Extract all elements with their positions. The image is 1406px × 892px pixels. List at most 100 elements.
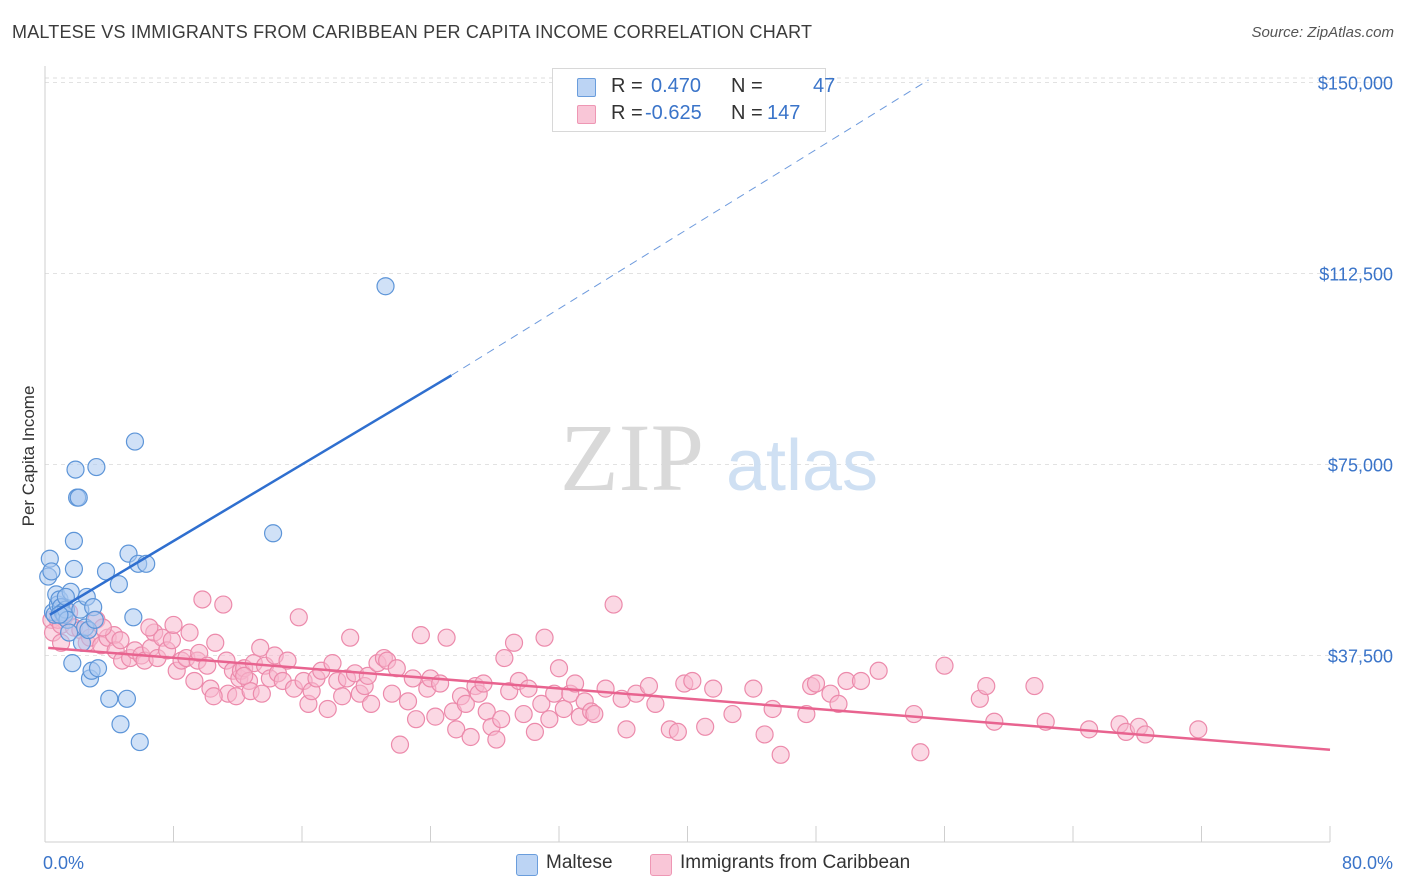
caribbean-point xyxy=(771,745,790,764)
maltese-point xyxy=(376,277,395,296)
legend-n-value: 47 xyxy=(813,75,836,97)
watermark: ZIP atlas xyxy=(560,404,878,511)
maltese-point xyxy=(125,432,145,451)
bottom-legend-label-maltese: Maltese xyxy=(546,852,613,873)
caribbean-point xyxy=(204,687,223,706)
caribbean-point xyxy=(437,628,456,647)
caribbean-point xyxy=(683,671,702,691)
caribbean-point xyxy=(426,707,445,726)
caribbean-series xyxy=(42,590,1208,764)
caribbean-point xyxy=(935,656,954,675)
y-tick-label: $150,000 xyxy=(1318,74,1393,94)
caribbean-point xyxy=(1025,676,1044,696)
caribbean-point xyxy=(639,676,659,696)
chart-title: MALTESE VS IMMIGRANTS FROM CARIBBEAN PER… xyxy=(12,22,813,42)
caribbean-point xyxy=(604,595,623,614)
caribbean-point xyxy=(596,679,615,698)
caribbean-point xyxy=(390,735,410,754)
caribbean-point xyxy=(617,720,636,739)
caribbean-point xyxy=(456,694,475,713)
maltese-point xyxy=(124,608,143,627)
x-tick-label-end: 80.0% xyxy=(1342,853,1393,873)
caribbean-point xyxy=(185,671,204,691)
x-tick-label-start: 0.0% xyxy=(43,853,84,873)
caribbean-point xyxy=(549,659,569,678)
caribbean-point xyxy=(646,694,665,713)
y-tick-labels: $37,500 $75,000 $112,500 $150,000 xyxy=(1318,74,1393,667)
caribbean-point xyxy=(358,666,377,685)
caribbean-point xyxy=(565,674,585,693)
maltese-point xyxy=(69,488,88,507)
caribbean-point xyxy=(869,661,888,680)
caribbean-point xyxy=(461,727,480,747)
legend-r-label: R = xyxy=(611,75,643,97)
watermark-atlas: atlas xyxy=(726,426,878,506)
bottom-legend-swatch-caribbean xyxy=(650,854,672,876)
caribbean-point xyxy=(532,694,551,713)
maltese-point xyxy=(111,715,130,734)
legend-swatch-caribbean xyxy=(577,105,596,124)
caribbean-point xyxy=(278,651,297,670)
caribbean-point xyxy=(193,590,212,609)
caribbean-point xyxy=(668,722,687,742)
caribbean-point xyxy=(829,694,848,713)
caribbean-point xyxy=(289,608,308,627)
caribbean-point xyxy=(333,687,352,706)
caribbean-point xyxy=(206,633,225,652)
maltese-point xyxy=(85,610,104,629)
maltese-point xyxy=(100,689,119,708)
caribbean-point xyxy=(111,631,130,650)
maltese-trend-extension xyxy=(451,79,929,376)
caribbean-point xyxy=(806,674,826,693)
caribbean-point xyxy=(252,684,271,703)
caribbean-point xyxy=(554,699,573,719)
maltese-point xyxy=(130,732,149,752)
legend-r-value: 0.470 xyxy=(651,75,702,97)
y-axis-title: Per Capita Income xyxy=(19,386,38,527)
caribbean-point xyxy=(763,699,782,719)
y-tick-label: $37,500 xyxy=(1328,647,1393,667)
maltese-point xyxy=(88,659,108,678)
maltese-point xyxy=(64,531,84,551)
caribbean-point xyxy=(382,684,402,703)
watermark-zip: ZIP xyxy=(560,404,704,511)
caribbean-point xyxy=(361,694,381,713)
caribbean-point xyxy=(406,710,426,729)
caribbean-point xyxy=(487,730,506,749)
bottom-legend-label-caribbean: Immigrants from Caribbean xyxy=(680,852,911,873)
maltese-point xyxy=(66,460,85,479)
caribbean-point xyxy=(535,628,554,647)
caribbean-point xyxy=(251,638,270,657)
maltese-point xyxy=(263,524,283,543)
caribbean-point xyxy=(318,699,337,719)
maltese-series xyxy=(39,277,395,752)
caribbean-point xyxy=(447,720,466,739)
caribbean-point xyxy=(525,722,545,742)
caribbean-point xyxy=(904,704,924,724)
caribbean-point xyxy=(514,704,533,724)
legend-n-value: 147 xyxy=(767,102,801,124)
caribbean-point xyxy=(744,679,763,698)
caribbean-point xyxy=(495,648,514,668)
caribbean-point xyxy=(235,666,254,685)
legend-swatch-maltese xyxy=(577,78,596,97)
caribbean-point xyxy=(755,725,774,744)
y-tick-label: $112,500 xyxy=(1319,265,1393,285)
maltese-point xyxy=(42,562,61,581)
caribbean-point xyxy=(1189,720,1208,739)
caribbean-point xyxy=(411,626,430,645)
caribbean-trend-line xyxy=(48,646,1331,751)
chart-source: Source: ZipAtlas.com xyxy=(1251,24,1394,41)
maltese-point xyxy=(64,559,84,579)
caribbean-point xyxy=(585,704,604,724)
caribbean-point xyxy=(398,692,418,711)
legend-r-label: R = xyxy=(611,102,643,124)
caribbean-point xyxy=(341,628,360,647)
maltese-point xyxy=(59,623,79,642)
caribbean-point xyxy=(723,704,742,724)
caribbean-point xyxy=(164,615,183,635)
caribbean-point xyxy=(492,710,511,729)
caribbean-point xyxy=(140,618,159,637)
caribbean-point xyxy=(696,717,715,736)
stats-legend: R = 0.470 N = 47 R = -0.625 N = 147 xyxy=(552,68,835,132)
